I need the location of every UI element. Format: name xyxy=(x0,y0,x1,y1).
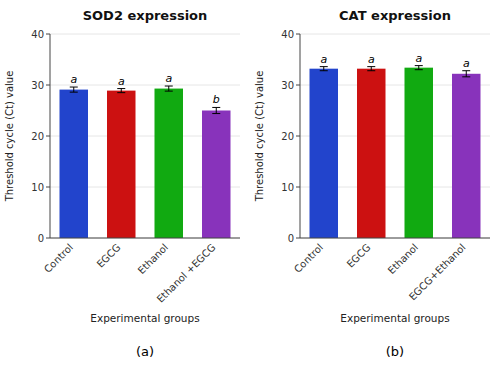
tick-mark xyxy=(296,238,300,239)
error-cap xyxy=(117,92,125,93)
error-cap xyxy=(367,70,375,71)
category-label: Ethanol xyxy=(386,242,421,277)
error-line xyxy=(216,107,217,113)
x-label: Experimental groups xyxy=(90,312,199,324)
annotation: a xyxy=(368,53,375,66)
panel: 0 10 20 30 40 a a a b Control EGCG EthanolEthanol +… xyxy=(4,8,240,359)
title: SOD2 expression xyxy=(83,8,208,23)
error-cap xyxy=(415,65,423,66)
category-label: EGCG xyxy=(345,242,373,270)
tick-mark xyxy=(296,34,300,35)
error-cap xyxy=(212,113,220,114)
error-cap xyxy=(320,66,328,67)
tick-label: 40 xyxy=(31,29,44,40)
category-label: Control xyxy=(292,242,325,275)
tick-label: 40 xyxy=(281,29,294,40)
bar xyxy=(452,74,481,238)
category-label: EGCG+Ethanol xyxy=(407,242,468,303)
tick-mark xyxy=(46,238,50,239)
chart: 010203040aaabControlEGCGEthanolEthanol +… xyxy=(0,0,500,372)
error-bar xyxy=(70,87,78,92)
annotation: a xyxy=(415,52,422,65)
marks xyxy=(310,66,481,238)
error-bar xyxy=(462,71,470,77)
error-cap xyxy=(212,107,220,108)
panel-label: (a) xyxy=(136,344,154,359)
error-bar xyxy=(320,67,328,71)
annotation: a xyxy=(118,75,125,88)
tick-label: 30 xyxy=(281,80,294,91)
y-axis xyxy=(300,34,301,238)
tick-label: 10 xyxy=(281,182,294,193)
tick-mark xyxy=(296,85,300,86)
annotation: b xyxy=(213,93,220,106)
tick-mark xyxy=(46,85,50,86)
error-line xyxy=(371,67,372,71)
error-cap xyxy=(367,66,375,67)
error-cap xyxy=(165,91,173,92)
x-axis xyxy=(50,238,240,239)
y-label: Threshold cycle (Ct) value xyxy=(4,71,15,203)
grid-line xyxy=(300,34,490,35)
y-label: Threshold cycle (Ct) value xyxy=(254,71,265,203)
tick-label: 0 xyxy=(288,233,294,244)
error-cap xyxy=(70,87,78,88)
error-cap xyxy=(415,69,423,70)
bar xyxy=(405,68,434,238)
error-bar xyxy=(117,89,125,93)
tick-label: 30 xyxy=(31,80,44,91)
error-bar xyxy=(165,86,173,91)
error-bar xyxy=(212,107,220,113)
tick-mark xyxy=(46,136,50,137)
bar xyxy=(357,69,386,238)
error-line xyxy=(466,71,467,77)
tick-mark xyxy=(46,187,50,188)
bar xyxy=(202,111,231,239)
tick-label: 0 xyxy=(38,233,44,244)
grid-line xyxy=(50,238,240,239)
tick-label: 20 xyxy=(31,131,44,142)
tick-label: 10 xyxy=(31,182,44,193)
bar xyxy=(107,91,136,238)
y-axis xyxy=(50,34,51,238)
panel: 0 10 20 30 40 a a a a Control EGCG EthanolEGCG+Etha… xyxy=(254,8,490,359)
tick-label: 20 xyxy=(281,131,294,142)
x-label: Experimental groups xyxy=(340,312,449,324)
error-line xyxy=(323,67,324,71)
bar xyxy=(310,69,339,238)
error-cap xyxy=(462,70,470,71)
category-label: EGCG xyxy=(95,242,123,270)
tick-mark xyxy=(296,187,300,188)
error-bar xyxy=(367,67,375,71)
category-label: Control xyxy=(42,242,75,275)
title: CAT expression xyxy=(339,8,451,23)
marks xyxy=(60,86,231,238)
annotation: a xyxy=(320,53,327,66)
error-cap xyxy=(70,92,78,93)
error-line xyxy=(168,86,169,91)
x-axis xyxy=(300,238,490,239)
grid-line xyxy=(50,34,240,35)
error-bar xyxy=(415,66,423,70)
error-line xyxy=(121,89,122,93)
category-label: Ethanol +EGCG xyxy=(155,242,218,305)
grid-line xyxy=(50,85,240,86)
error-line xyxy=(418,66,419,70)
tick-mark xyxy=(296,136,300,137)
annotation: a xyxy=(165,72,172,85)
error-cap xyxy=(165,86,173,87)
error-line xyxy=(73,87,74,92)
error-cap xyxy=(117,88,125,89)
error-cap xyxy=(320,70,328,71)
category-label: Ethanol xyxy=(136,242,171,277)
panel-label: (b) xyxy=(386,344,404,359)
annotation: a xyxy=(70,73,77,86)
bar xyxy=(155,89,184,238)
error-cap xyxy=(462,76,470,77)
annotation: a xyxy=(463,57,470,70)
bar xyxy=(60,90,89,238)
tick-mark xyxy=(46,34,50,35)
grid-line xyxy=(300,238,490,239)
